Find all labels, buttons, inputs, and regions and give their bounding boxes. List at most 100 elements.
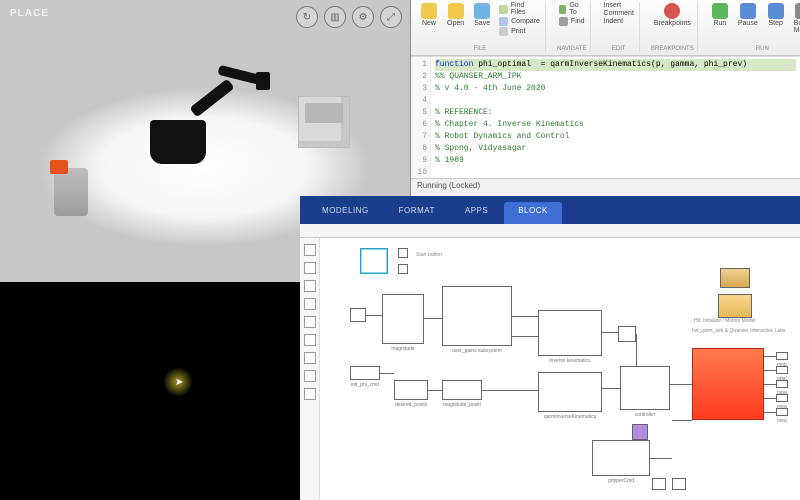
simulink-block-sub2[interactable]: inverse kinematics bbox=[538, 310, 602, 356]
simulink-block-term1[interactable] bbox=[652, 478, 666, 490]
simulink-block-const1[interactable] bbox=[350, 308, 366, 322]
simulink-canvas-pane: Start button magnitude user_gains subsyste… bbox=[300, 238, 800, 500]
signal-wire[interactable] bbox=[482, 390, 538, 391]
signal-wire[interactable] bbox=[672, 420, 692, 421]
simulink-block-mem2[interactable]: magnitude_position bbox=[442, 380, 482, 400]
block-label: magnitude bbox=[383, 346, 423, 352]
target-box-object bbox=[298, 96, 350, 148]
block-label: desired_position bbox=[395, 402, 427, 408]
print-button[interactable]: Print bbox=[497, 27, 542, 36]
simulink-block-out5[interactable]: measSpeed bbox=[776, 408, 788, 416]
block-label: init_phi_cmd bbox=[351, 382, 379, 388]
robot-gripper bbox=[256, 72, 270, 90]
matlab-editor-window: New Open Save Find Files Compare Print F… bbox=[410, 0, 800, 196]
simulink-toolstrip-bar bbox=[300, 224, 800, 238]
code-editor[interactable]: 12345678910111213 function phi_optimal =… bbox=[411, 56, 800, 178]
simulink-block-sub1[interactable]: user_gains subsystem bbox=[442, 286, 512, 346]
signal-wire[interactable] bbox=[650, 458, 672, 459]
editor-status-bar: Running (Locked) bbox=[411, 178, 800, 194]
gear-icon[interactable]: ⚙ bbox=[352, 6, 374, 28]
signal-wire[interactable] bbox=[764, 356, 776, 357]
ribbon-breakpoints-group: Breakpoints BREAKPOINTS bbox=[648, 2, 698, 52]
comment-button[interactable]: Comment bbox=[602, 10, 636, 17]
book-icon[interactable]: ▥ bbox=[324, 6, 346, 28]
simulink-block-mem1[interactable]: desired_position bbox=[394, 380, 428, 400]
save-button[interactable]: Save bbox=[471, 2, 493, 36]
simulink-block-sub5[interactable]: gripperCmd bbox=[592, 440, 650, 476]
watermark-text: PLACE bbox=[10, 8, 49, 19]
simulink-block-purple[interactable] bbox=[632, 424, 648, 440]
simulink-block-sub3[interactable]: qarmInverseKinematics bbox=[538, 372, 602, 412]
signal-wire[interactable] bbox=[764, 370, 776, 371]
palette-tool-7[interactable] bbox=[304, 370, 316, 382]
palette-tool-8[interactable] bbox=[304, 388, 316, 400]
signal-wire[interactable] bbox=[764, 412, 776, 413]
palette-tool-1[interactable] bbox=[304, 262, 316, 274]
simulink-block-gain1[interactable] bbox=[618, 326, 636, 342]
block-label: qarmInverseKinematics bbox=[539, 414, 601, 420]
simulink-tab-format[interactable]: FORMAT bbox=[385, 202, 449, 224]
breakpoints-button[interactable]: Breakpoints bbox=[651, 2, 694, 28]
block-label: measSpeed bbox=[777, 418, 787, 424]
simulink-tab-block[interactable]: BLOCK bbox=[504, 202, 562, 224]
new-button[interactable]: New bbox=[418, 2, 440, 36]
signal-wire[interactable] bbox=[366, 315, 382, 316]
simulink-block-out2[interactable]: gripCmd bbox=[776, 366, 788, 374]
palette-tool-4[interactable] bbox=[304, 316, 316, 328]
simulink-block-mux1[interactable]: magnitude bbox=[382, 294, 424, 344]
pause-button[interactable]: Pause bbox=[735, 2, 761, 35]
signal-wire[interactable] bbox=[512, 336, 538, 337]
simulink-block-sub4[interactable]: controller bbox=[620, 366, 670, 410]
simulink-tab-apps[interactable]: APPS bbox=[451, 202, 502, 224]
signal-wire[interactable] bbox=[764, 398, 776, 399]
simulink-block-in1c[interactable] bbox=[398, 264, 408, 274]
find-button[interactable]: Find bbox=[557, 17, 587, 26]
signal-wire[interactable] bbox=[764, 384, 776, 385]
signal-wire[interactable] bbox=[380, 373, 394, 374]
simulink-tab-modeling[interactable]: MODELING bbox=[308, 202, 383, 224]
palette-tool-6[interactable] bbox=[304, 352, 316, 364]
insert-button[interactable]: Insert bbox=[602, 2, 636, 9]
palette-tool-0[interactable] bbox=[304, 244, 316, 256]
simulink-block-out3[interactable]: baseColor bbox=[776, 380, 788, 388]
simulink-block-in1b[interactable] bbox=[398, 248, 408, 258]
signal-wire[interactable] bbox=[424, 318, 442, 319]
signal-wire[interactable] bbox=[636, 334, 637, 366]
block-label: user_gains subsystem bbox=[443, 348, 511, 354]
goto-button[interactable]: Go To bbox=[557, 2, 587, 16]
find-files-button[interactable]: Find Files bbox=[497, 2, 542, 16]
block-label: inverse kinematics bbox=[539, 358, 601, 364]
simulink-block-term2[interactable] bbox=[672, 478, 686, 490]
ribbon-run-group: Run Pause Step Build Model RUN bbox=[706, 2, 800, 52]
palette-tool-2[interactable] bbox=[304, 280, 316, 292]
expand-icon[interactable]: ⤢ bbox=[380, 6, 402, 28]
simulink-block-out4[interactable]: measJoint bbox=[776, 394, 788, 402]
editor-ribbon: New Open Save Find Files Compare Print F… bbox=[411, 0, 800, 56]
code-text[interactable]: function phi_optimal = qarmInverseKinema… bbox=[431, 57, 800, 178]
signal-wire[interactable] bbox=[602, 332, 618, 333]
simulink-block-const2[interactable]: init_phi_cmd bbox=[350, 366, 380, 380]
compare-button[interactable]: Compare bbox=[497, 17, 542, 26]
simulink-block-in1[interactable] bbox=[360, 248, 388, 274]
step-button[interactable]: Step bbox=[765, 2, 787, 35]
simulink-block-out1[interactable]: motorCmd bbox=[776, 352, 788, 360]
reset-icon[interactable]: ↻ bbox=[296, 6, 318, 28]
simulink-canvas[interactable]: Start button magnitude user_gains subsyste… bbox=[320, 238, 800, 500]
run-button[interactable]: Run bbox=[709, 2, 731, 35]
indent-button[interactable]: Indent bbox=[602, 18, 636, 25]
simulink-block-scope[interactable] bbox=[718, 294, 752, 318]
signal-wire[interactable] bbox=[602, 388, 620, 389]
simulink-block-img[interactable] bbox=[720, 268, 750, 288]
simulink-block-red[interactable] bbox=[692, 348, 764, 420]
breakpoints-section-label: BREAKPOINTS bbox=[651, 46, 694, 52]
signal-wire[interactable] bbox=[670, 384, 692, 385]
signal-wire[interactable] bbox=[512, 316, 538, 317]
canvas-annotation: Start button bbox=[416, 252, 442, 258]
block-label: controller bbox=[621, 412, 669, 418]
open-button[interactable]: Open bbox=[444, 2, 467, 36]
palette-tool-3[interactable] bbox=[304, 298, 316, 310]
build-model-button[interactable]: Build Model bbox=[791, 2, 800, 35]
ribbon-file-group: New Open Save Find Files Compare Print F… bbox=[415, 2, 546, 52]
signal-wire[interactable] bbox=[428, 390, 442, 391]
palette-tool-5[interactable] bbox=[304, 334, 316, 346]
